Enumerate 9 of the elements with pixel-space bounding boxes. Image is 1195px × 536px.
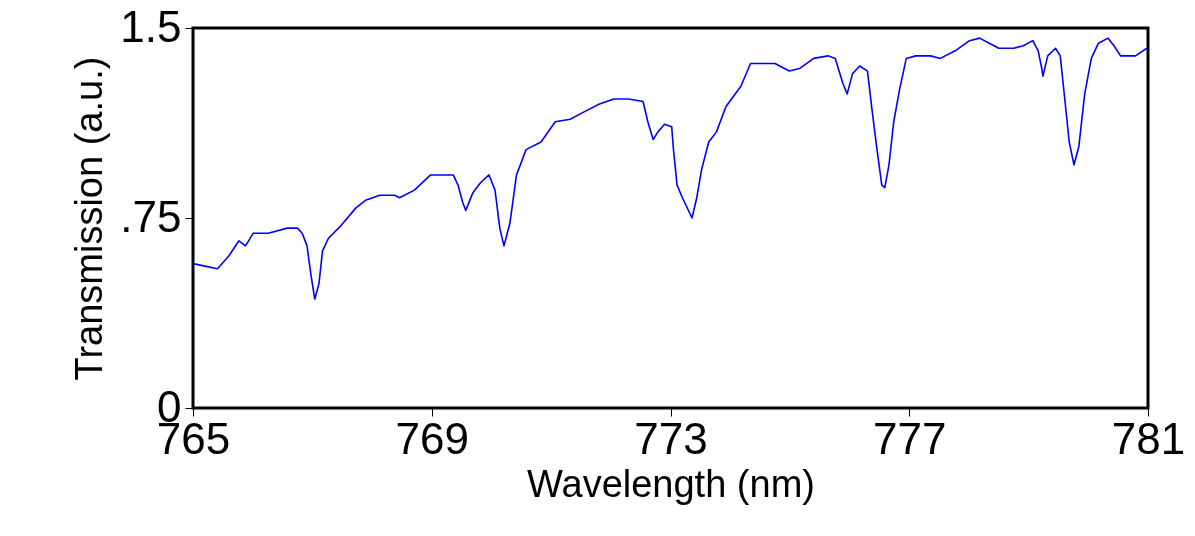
x-tick-label: 777 <box>873 413 947 463</box>
y-axis-title: Transmission (a.u.) <box>68 56 111 381</box>
x-tick-label: 769 <box>395 413 469 463</box>
y-tick-label: .75 <box>120 191 182 241</box>
x-tick-label: 781 <box>1111 413 1186 463</box>
y-tick-label: 1.5 <box>120 1 182 51</box>
line-series <box>192 37 1148 300</box>
x-axis-title: Wavelength (nm) <box>527 462 815 505</box>
x-tick-label: 773 <box>634 413 708 463</box>
